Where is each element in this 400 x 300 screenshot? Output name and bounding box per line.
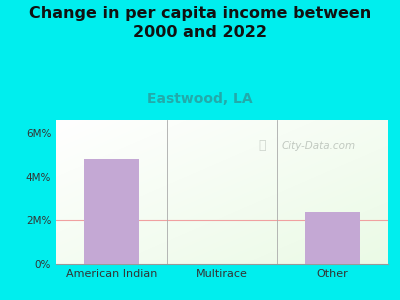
Text: Eastwood, LA: Eastwood, LA	[147, 92, 253, 106]
Bar	[84, 159, 139, 264]
Text: Change in per capita income between
2000 and 2022: Change in per capita income between 2000…	[29, 6, 371, 40]
Bar	[305, 212, 360, 264]
Text: Ⓜ: Ⓜ	[258, 140, 266, 152]
Text: City-Data.com: City-Data.com	[282, 141, 356, 151]
